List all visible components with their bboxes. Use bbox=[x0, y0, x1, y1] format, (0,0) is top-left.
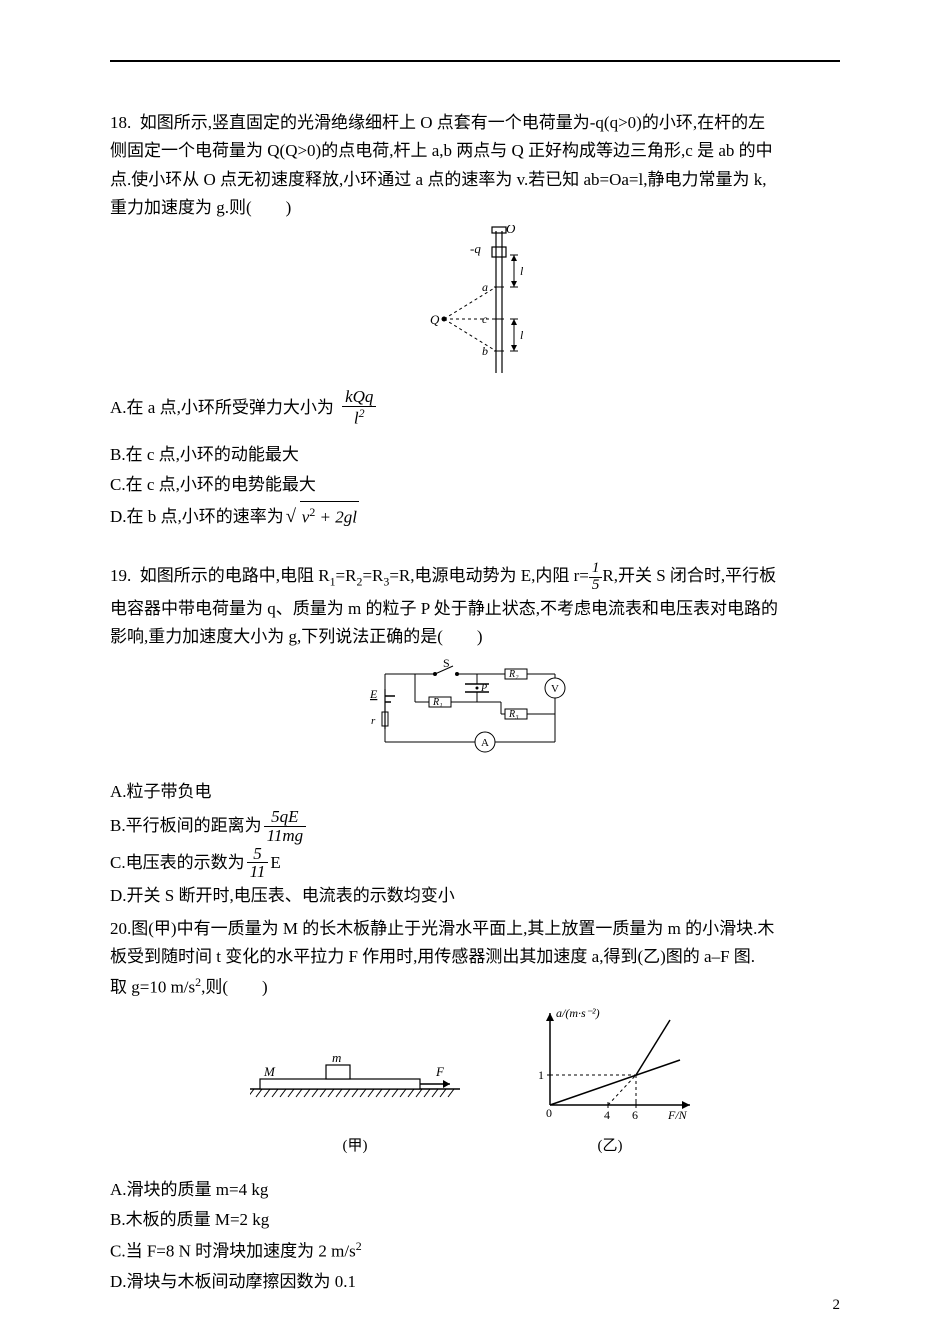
q18-line1: 如图所示,竖直固定的光滑绝缘细杆上 O 点套有一个电荷量为-q(q>0)的小环,… bbox=[140, 113, 765, 132]
svg-text:a/(m·s⁻²): a/(m·s⁻²) bbox=[556, 1006, 600, 1020]
q18-figure: O -q Q a c b l l bbox=[110, 225, 840, 380]
q18-option-C: C.在 c 点,小环的电势能最大 bbox=[110, 470, 840, 501]
q18-D-text: D.在 b 点,小环的速率为 bbox=[110, 502, 284, 533]
svg-text:1: 1 bbox=[538, 1068, 544, 1082]
svg-text:6: 6 bbox=[632, 1108, 638, 1122]
page: 18. 如图所示,竖直固定的光滑绝缘细杆上 O 点套有一个电荷量为-q(q>0)… bbox=[0, 0, 950, 1344]
fraction: kQq l2 bbox=[342, 388, 376, 427]
q18-line2: 侧固定一个电荷量为 Q(Q>0)的点电荷,杆上 a,b 两点与 Q 正好构成等边… bbox=[110, 138, 840, 164]
svg-text:4: 4 bbox=[604, 1108, 610, 1122]
svg-text:M: M bbox=[263, 1064, 276, 1079]
q18-stem: 18. 如图所示,竖直固定的光滑绝缘细杆上 O 点套有一个电荷量为-q(q>0)… bbox=[110, 110, 840, 136]
q19-figure: V A S R₁ R₂ R₃ E r P bbox=[110, 654, 840, 769]
svg-text:0: 0 bbox=[546, 1106, 552, 1120]
q20-option-A: A.滑块的质量 m=4 kg bbox=[110, 1175, 840, 1206]
q18-option-A: A.在 a 点,小环所受弹力大小为 kQq l2 bbox=[110, 388, 840, 427]
svg-text:V: V bbox=[551, 683, 559, 695]
svg-text:l: l bbox=[520, 264, 524, 278]
svg-text:m: m bbox=[332, 1050, 341, 1065]
q20-stem-line1: 20.图(甲)中有一质量为 M 的长木板静止于光滑水平面上,其上放置一质量为 m… bbox=[110, 916, 840, 942]
svg-text:b: b bbox=[482, 344, 488, 358]
svg-text:l: l bbox=[520, 328, 524, 342]
svg-text:A: A bbox=[481, 737, 489, 749]
q19-line2: 电容器中带电荷量为 q、质量为 m 的粒子 P 处于静止状态,不考虑电流表和电压… bbox=[110, 596, 840, 622]
q19-option-A: A.粒子带负电 bbox=[110, 777, 840, 808]
q20-fig-yi-label: (乙) bbox=[520, 1134, 700, 1155]
q20-stem-line2: 板受到随时间 t 变化的水平拉力 F 作用时,用传感器测出其加速度 a,得到(乙… bbox=[110, 944, 840, 970]
header-rule bbox=[110, 60, 840, 62]
q20-fig-jia: M m F (甲) bbox=[250, 1043, 460, 1155]
svg-text:r: r bbox=[371, 715, 376, 727]
q19-option-C: C.电压表的示数为 511 E bbox=[110, 845, 840, 882]
svg-text:R₁: R₁ bbox=[432, 697, 443, 708]
svg-text:a: a bbox=[482, 280, 488, 294]
q18-fig-Q: Q bbox=[430, 312, 440, 327]
svg-text:R₃: R₃ bbox=[508, 709, 519, 720]
q18-fig-O: O bbox=[506, 225, 516, 236]
q20-option-B: B.木板的质量 M=2 kg bbox=[110, 1205, 840, 1236]
q19-number: 19. bbox=[110, 566, 131, 585]
svg-text:F/N: F/N bbox=[667, 1108, 688, 1122]
page-number: 2 bbox=[833, 1297, 841, 1314]
q18-option-B: B.在 c 点,小环的动能最大 bbox=[110, 440, 840, 471]
q18-A-text: A.在 a 点,小环所受弹力大小为 bbox=[110, 393, 334, 424]
svg-text:R₂: R₂ bbox=[508, 669, 519, 680]
svg-text:P: P bbox=[480, 683, 487, 694]
svg-text:E: E bbox=[369, 687, 378, 701]
svg-text:S: S bbox=[443, 656, 450, 670]
q20-fig-yi: 1 0 4 6 a/(m·s⁻²) F/N (乙) bbox=[520, 1005, 700, 1155]
q18-line3: 点.使小环从 O 点无初速度释放,小环通过 a 点的速率为 v.若已知 ab=O… bbox=[110, 167, 840, 193]
q19-line3: 影响,重力加速度大小为 g,下列说法正确的是( ) bbox=[110, 624, 840, 650]
q20-option-D: D.滑块与木板间动摩擦因数为 0.1 bbox=[110, 1267, 840, 1298]
svg-text:F: F bbox=[435, 1064, 445, 1079]
q18-line4: 重力加速度为 g.则( ) bbox=[110, 195, 840, 221]
sqrt: v2 + 2gl bbox=[286, 501, 359, 533]
svg-text:c: c bbox=[482, 312, 488, 326]
q20-figures: M m F (甲) 1 0 4 6 bbox=[110, 1005, 840, 1155]
q18-fig-minus-q: -q bbox=[470, 241, 481, 256]
q20-stem-line3: 取 g=10 m/s2,则( ) bbox=[110, 973, 840, 1001]
q20-option-C: C.当 F=8 N 时滑块加速度为 2 m/s2 bbox=[110, 1236, 840, 1267]
q20-number: 20. bbox=[110, 919, 131, 938]
q20-fig-jia-label: (甲) bbox=[250, 1134, 460, 1155]
q18-number: 18. bbox=[110, 113, 131, 132]
q19-option-B: B.平行板间的距离为 5qE11mg bbox=[110, 808, 840, 845]
q18-option-D: D.在 b 点,小环的速率为 v2 + 2gl bbox=[110, 501, 840, 533]
q19-stem: 19. 如图所示的电路中,电阻 R1=R2=R3=R,电源电动势为 E,内阻 r… bbox=[110, 561, 840, 594]
q19-option-D: D.开关 S 断开时,电压表、电流表的示数均变小 bbox=[110, 881, 840, 912]
